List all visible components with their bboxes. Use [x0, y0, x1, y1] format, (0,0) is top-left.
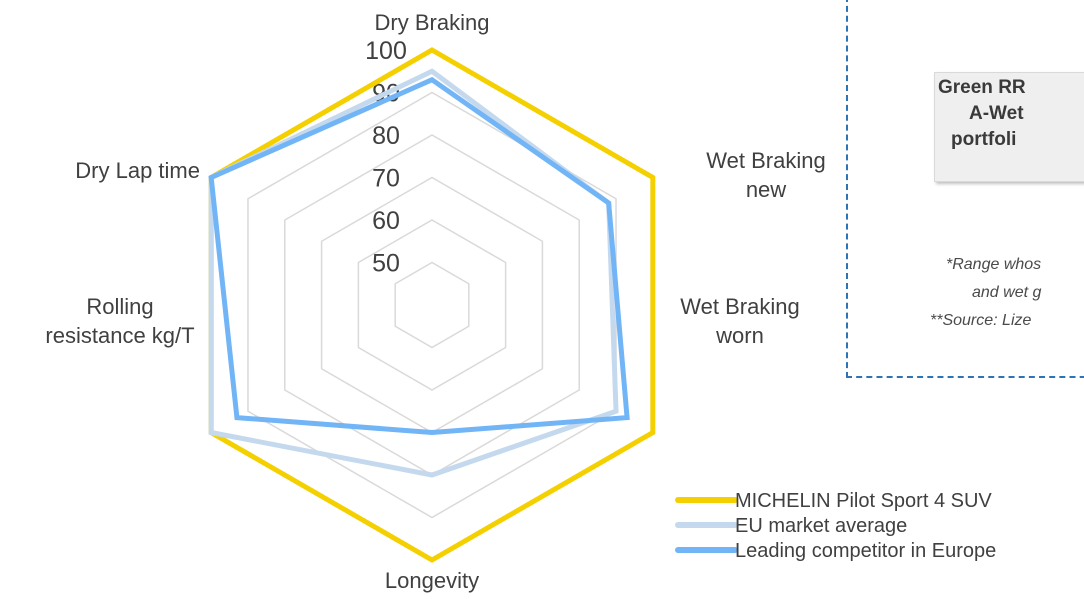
grid-ring [320, 176, 544, 434]
series-line [208, 76, 630, 436]
axis-labels: Dry Braking Wet Braking new Wet Braking worn… [45, 10, 825, 593]
radial-tick-label: 100 [365, 37, 407, 65]
footnote-line: **Source: Lize [930, 312, 1032, 329]
axis-label: Longevity [385, 568, 479, 593]
footnote-line: *Range whos [946, 256, 1042, 273]
axis-label: Wet Braking [680, 294, 799, 319]
radial-tick-label: 70 [372, 165, 400, 193]
radar-grid [247, 91, 617, 519]
axis-label: resistance kg/T [45, 323, 194, 348]
axis-label: worn [715, 323, 764, 348]
radial-tick-label: 50 [372, 250, 400, 278]
footnote-line: and wet g [972, 284, 1042, 301]
radial-tick-label: 60 [372, 207, 400, 235]
axis-label: Rolling [86, 294, 153, 319]
axis-label: Wet Braking [706, 148, 825, 173]
side-panel-dashed-border [846, 0, 1084, 378]
callout-box: Green RR A-Wet portfoli [934, 72, 1084, 182]
axis-label: new [746, 177, 786, 202]
axis-label: Dry Lap time [75, 158, 200, 183]
callout-line: A-Wet [969, 103, 1024, 124]
series-line [208, 47, 656, 563]
callout-line: portfoli [951, 129, 1017, 150]
grid-ring [357, 219, 507, 391]
axis-label: Dry Braking [375, 10, 490, 35]
callout-line: Green RR [938, 77, 1026, 98]
radar-series [208, 47, 656, 563]
grid-ring [394, 261, 470, 349]
legend-label: EU market average [735, 515, 907, 537]
legend: MICHELIN Pilot Sport 4 SUV EU market aver… [675, 490, 996, 562]
grid-ring [247, 91, 617, 519]
legend-label: MICHELIN Pilot Sport 4 SUV [735, 490, 992, 512]
legend-label: Leading competitor in Europe [735, 540, 996, 562]
radial-tick-label: 80 [372, 122, 400, 150]
